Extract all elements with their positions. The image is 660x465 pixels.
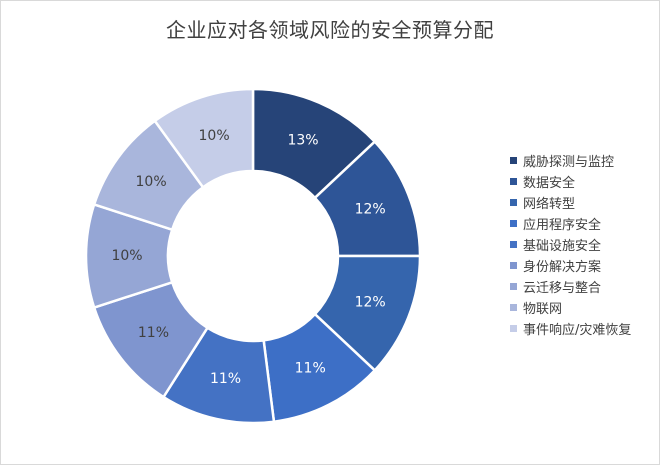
- legend-item: 应用程序安全: [510, 213, 631, 234]
- legend-label: 基础设施安全: [523, 239, 602, 254]
- legend-swatch: [510, 241, 517, 248]
- slice-label: 12%: [355, 202, 386, 218]
- legend-item: 事件响应/灾难恢复: [510, 318, 631, 339]
- legend-label: 威胁探测与监控: [523, 155, 615, 170]
- slice-label: 13%: [287, 132, 318, 148]
- donut-slice: [153, 87, 255, 189]
- legend-swatch: [510, 199, 517, 206]
- legend-item: 云迁移与整合: [510, 276, 631, 297]
- legend-swatch: [510, 325, 517, 332]
- slice-label: 11%: [210, 371, 241, 387]
- legend-swatch: [510, 157, 517, 164]
- legend-label: 网络转型: [523, 197, 576, 212]
- slice-label: 10%: [136, 174, 167, 190]
- slice-label: 11%: [138, 325, 169, 341]
- legend-item: 物联网: [510, 297, 631, 318]
- slice-label: 11%: [295, 360, 326, 376]
- legend-item: 身份解决方案: [510, 255, 631, 276]
- legend-swatch: [510, 283, 517, 290]
- legend-item: 威胁探测与监控: [510, 150, 631, 171]
- legend-label: 物联网: [523, 302, 563, 317]
- legend-swatch: [510, 262, 517, 269]
- legend-label: 事件响应/灾难恢复: [523, 323, 632, 338]
- legend-swatch: [510, 178, 517, 185]
- legend-label: 数据安全: [523, 176, 576, 191]
- legend-label: 应用程序安全: [523, 218, 602, 233]
- chart-legend: 威胁探测与监控 数据安全网络转型应用程序安全 基础设施安全 身份解决方案 云迁移与整合物…: [510, 150, 631, 339]
- legend-item: 网络转型: [510, 192, 631, 213]
- legend-label: 云迁移与整合: [523, 281, 602, 296]
- legend-swatch: [510, 304, 517, 311]
- legend-label: 身份解决方案: [523, 260, 602, 275]
- legend-item: 基础设施安全: [510, 234, 631, 255]
- chart-title: 企业应对各领域风险的安全预算分配: [166, 18, 494, 42]
- slice-label: 10%: [111, 248, 142, 264]
- legend-swatch: [510, 220, 517, 227]
- legend-item: 数据安全: [510, 171, 631, 192]
- slice-label: 12%: [355, 294, 386, 310]
- slice-label: 10%: [199, 128, 230, 144]
